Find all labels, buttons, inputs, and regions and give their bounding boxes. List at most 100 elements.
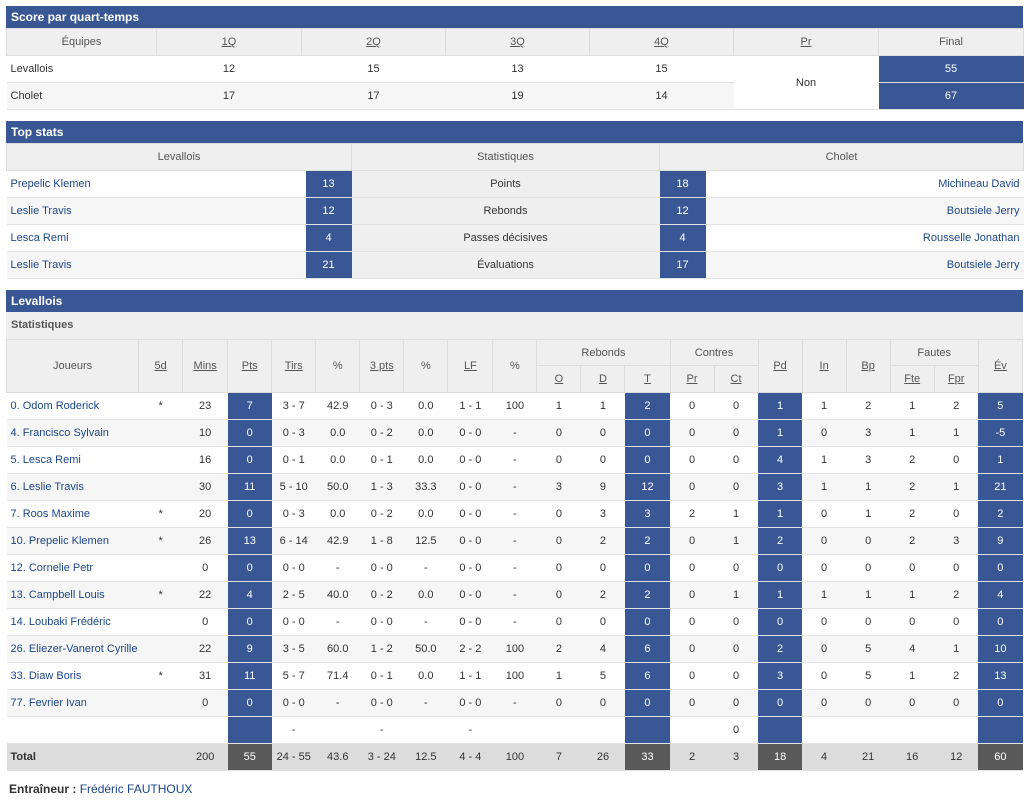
reb-def: 0 [580, 446, 625, 474]
shots: 0 - 3 [271, 419, 316, 447]
reb-def: 0 [580, 554, 625, 582]
evaluation: 13 [978, 662, 1023, 690]
player-name[interactable]: 12. Cornelie Petr [6, 554, 139, 582]
col-1q[interactable]: 1Q [156, 28, 302, 56]
free-throws-pct: - [492, 581, 537, 609]
player-name[interactable]: 14. Loubaki Frédéric [6, 608, 139, 636]
col-fautes-fpr[interactable]: Fpr [933, 365, 979, 393]
fouls-received: 3 [934, 527, 979, 555]
col-mins[interactable]: Mins [182, 339, 229, 393]
free-throws: 0 - 0 [447, 446, 493, 474]
col-bp[interactable]: Bp [845, 339, 891, 393]
player-name[interactable]: 0. Odom Roderick [6, 392, 139, 420]
top-home-player[interactable]: Prepelic Klemen [6, 170, 306, 198]
total-label: Total [6, 743, 139, 771]
col-5d[interactable]: 5d [138, 339, 184, 393]
col-reb-t[interactable]: T [624, 365, 671, 393]
points: 0 [227, 419, 272, 447]
col-pd[interactable]: Pd [757, 339, 803, 393]
player-name[interactable]: 6. Leslie Travis [6, 473, 139, 501]
col-2q[interactable]: 2Q [301, 28, 446, 56]
reb-off: 3 [536, 473, 581, 501]
top-away-player[interactable]: Rousselle Jonathan [705, 224, 1024, 252]
points: 0 [227, 500, 272, 528]
three-pts: 1 - 3 [359, 473, 404, 501]
player-name[interactable]: 13. Campbell Louis [6, 581, 139, 609]
player-name[interactable]: 4. Francisco Sylvain [6, 419, 139, 447]
blocks-for: 0 [670, 473, 715, 501]
player-name[interactable]: 77. Fevrier Ivan [6, 689, 139, 717]
col-ev[interactable]: Év [977, 339, 1024, 393]
col-contres-group: Contres [669, 339, 759, 366]
top-home-player[interactable]: Leslie Travis [6, 251, 306, 279]
free-throws: 0 - 0 [447, 581, 493, 609]
free-throws-pct: - [492, 608, 537, 636]
player-name[interactable]: 33. Diaw Boris [6, 662, 139, 690]
evaluation [978, 716, 1023, 744]
coach-name[interactable]: Frédéric FAUTHOUX [79, 782, 193, 796]
top-away-player[interactable]: Boutsiele Jerry [705, 197, 1024, 225]
col-3pts[interactable]: 3 pts [359, 339, 405, 393]
col-contres-pr[interactable]: Pr [669, 365, 715, 393]
blocks-for: 0 [670, 608, 715, 636]
reb-def: 0 [580, 689, 625, 717]
three-pts: 0 - 2 [359, 419, 404, 447]
player-name[interactable]: 26. Eliezer-Vanerot Cyrille [6, 635, 139, 663]
three-pts-pct: - [403, 608, 448, 636]
player-name[interactable]: 5. Lesca Remi [6, 446, 139, 474]
minutes: 31 [182, 662, 228, 690]
top-away-team: Cholet [658, 143, 1025, 171]
assists: 1 [758, 392, 803, 420]
free-throws-pct: - [492, 446, 537, 474]
quarter-score: 14 [589, 82, 734, 110]
top-away-player[interactable]: Michineau David [705, 170, 1024, 198]
reb-off: 1 [536, 392, 581, 420]
col-4q[interactable]: 4Q [589, 28, 734, 56]
minutes [182, 716, 228, 744]
reb-total: 0 [624, 608, 670, 636]
turnovers: 1 [846, 473, 891, 501]
col-3q[interactable]: 3Q [445, 28, 590, 56]
turnovers: 0 [846, 527, 891, 555]
reb-def: 0 [580, 419, 625, 447]
evaluation: 9 [978, 527, 1023, 555]
top-away-player[interactable]: Boutsiele Jerry [705, 251, 1024, 279]
top-home-player[interactable]: Leslie Travis [6, 197, 306, 225]
evaluation: 4 [978, 581, 1023, 609]
blocks-against: 0 [714, 716, 759, 744]
player-row: 33. Diaw Boris * 31 11 5 - 7 71.4 0 - 1 0.0 1 - … [6, 662, 1023, 690]
shots-pct: - [315, 554, 360, 582]
turnovers: 0 [846, 689, 891, 717]
col-in[interactable]: In [801, 339, 847, 393]
shots: 0 - 3 [271, 500, 316, 528]
top-home-team: Levallois [6, 143, 352, 171]
shots: 3 - 5 [271, 635, 316, 663]
col-contres-ct[interactable]: Ct [713, 365, 759, 393]
starter-mark [138, 689, 183, 717]
shots: - [271, 716, 316, 744]
reb-off: 0 [536, 554, 581, 582]
three-pts-pct: 0.0 [403, 581, 448, 609]
col-pr[interactable]: Pr [733, 28, 879, 56]
col-reb-o[interactable]: O [536, 365, 582, 393]
col-reb-d[interactable]: D [580, 365, 626, 393]
assists: 1 [758, 419, 803, 447]
turnovers: 3 [846, 446, 891, 474]
steals: 0 [802, 500, 847, 528]
col-tirs[interactable]: Tirs [271, 339, 317, 393]
col-fautes-fte[interactable]: Fte [889, 365, 935, 393]
top-home-player[interactable]: Lesca Remi [6, 224, 306, 252]
col-pts[interactable]: Pts [227, 339, 273, 393]
fouls-committed [890, 716, 935, 744]
reb-total: 0 [624, 419, 670, 447]
top-home-value: 13 [305, 170, 352, 198]
player-name[interactable]: 7. Roos Maxime [6, 500, 139, 528]
top-home-value: 12 [305, 197, 352, 225]
col-lf[interactable]: LF [447, 339, 494, 393]
steals: 0 [802, 419, 847, 447]
blocks-against: 0 [714, 392, 759, 420]
reb-def: 2 [580, 527, 625, 555]
player-name[interactable]: 10. Prepelic Klemen [6, 527, 139, 555]
reb-total: 0 [624, 689, 670, 717]
